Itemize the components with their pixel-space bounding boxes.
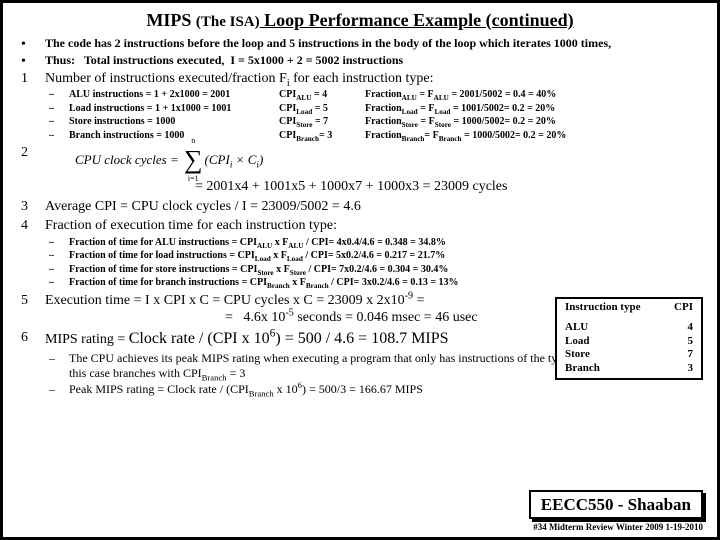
title-rest: Loop Performance Example (continued) xyxy=(260,10,574,30)
item-1-sub: –ALU instructions = 1 + 2x1000 = 2001CPI… xyxy=(45,89,705,142)
item-5: Execution time = I x CPI x C = CPU cycle… xyxy=(45,293,424,308)
bullet-1b-lead: Thus: xyxy=(45,53,75,67)
item-3: Average CPI = CPU clock cycles / I = 230… xyxy=(45,199,361,214)
slide-title: MIPS (The ISA) Loop Performance Example … xyxy=(15,9,705,32)
footer-box: EECC550 - Shaaban xyxy=(529,490,703,519)
bullet-1b: Total instructions executed, I = 5x1000 … xyxy=(75,53,403,67)
equation-result: = 2001x4 + 1001x5 + 1000x7 + 1000x3 = 23… xyxy=(195,178,705,196)
bullet-1a: The code has 2 instructions before the l… xyxy=(45,36,611,50)
title-prefix: MIPS xyxy=(146,10,196,30)
equation-row: CPU clock cycles = n∑i=1 (CPIi × Ci) xyxy=(45,144,705,176)
cpi-table: Instruction typeCPI ALU4 Load5 Store7 Br… xyxy=(555,297,703,380)
item-1: Number of instructions executed/fraction… xyxy=(45,71,433,86)
equation-image: CPU clock cycles = n∑i=1 (CPIi × Ci) xyxy=(75,144,263,176)
title-isa: (The ISA) xyxy=(196,14,260,30)
slide: MIPS (The ISA) Loop Performance Example … xyxy=(0,0,720,540)
item-6: MIPS rating = Clock rate / (CPI x 106) =… xyxy=(45,332,449,347)
item-4: Fraction of execution time for each inst… xyxy=(45,218,337,233)
footer-note: #34 Midterm Review Winter 2009 1-19-2010 xyxy=(533,522,703,533)
